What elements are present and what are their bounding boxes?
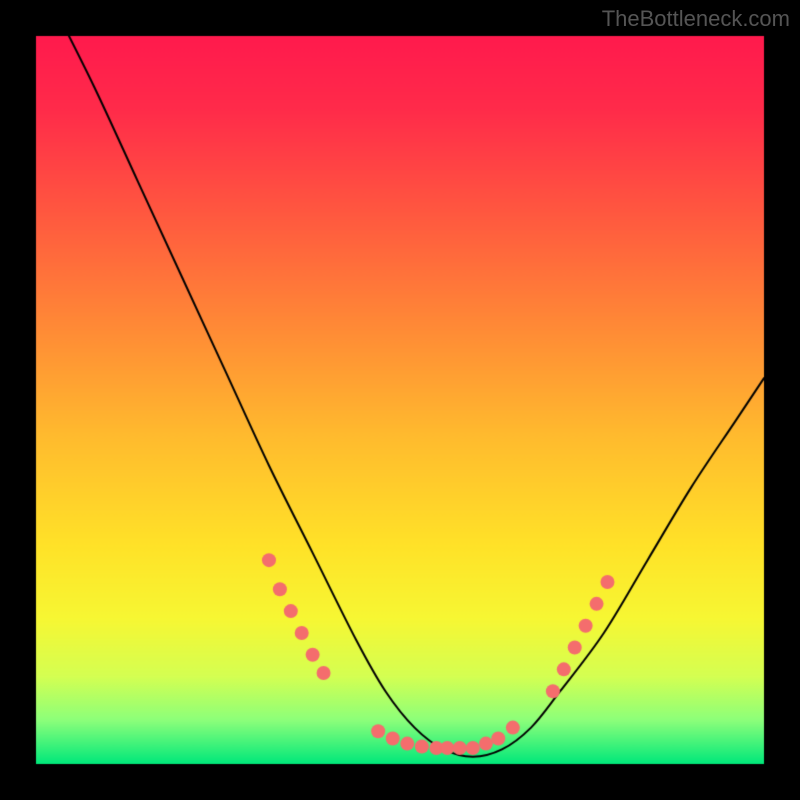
bottleneck-curve-chart	[0, 0, 800, 800]
chart-container: TheBottleneck.com	[0, 0, 800, 800]
